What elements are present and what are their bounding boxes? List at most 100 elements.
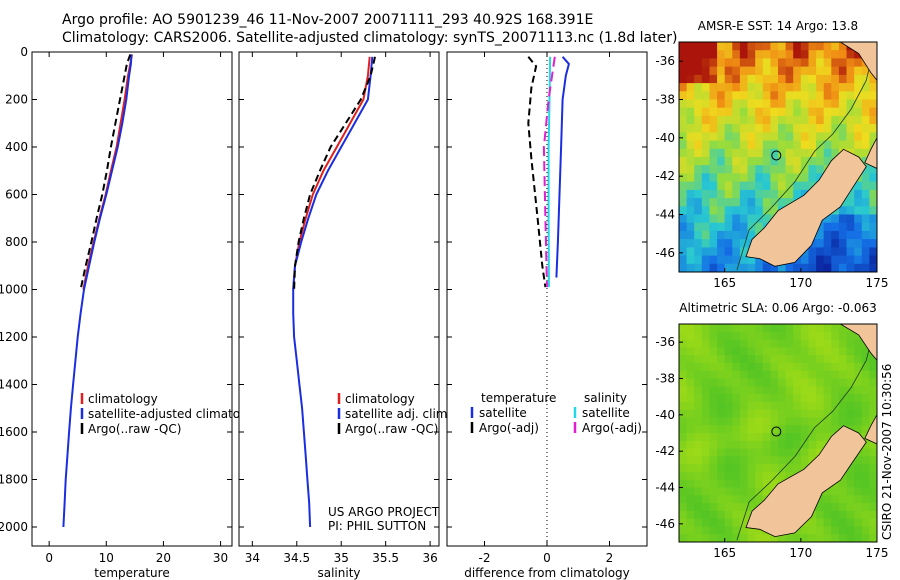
sst-map-cell (709, 173, 718, 183)
sst-map-cell (762, 140, 771, 150)
sst-map-cell (823, 247, 832, 257)
sst-map-cell (717, 107, 726, 117)
sla-map-cell (861, 518, 870, 527)
sla-map-cell (709, 448, 718, 457)
sla-map-cell (694, 526, 703, 535)
sla-map-cell (694, 464, 703, 473)
sst-map-cell (770, 132, 779, 142)
sst-map-cell (686, 148, 695, 158)
sla-map-cell (831, 331, 840, 341)
sla-map-cell (838, 503, 848, 512)
sst-map-cell (846, 198, 855, 207)
sla-map-cell (823, 370, 832, 380)
sla-map-cell (846, 370, 855, 380)
sst-map-cell (724, 255, 733, 265)
sla-map-cell (785, 331, 794, 341)
sst-map-cell (755, 42, 764, 51)
sla-map-cell (717, 386, 726, 395)
sla-map-cell (800, 433, 809, 442)
sst-map-cell (694, 206, 703, 216)
sst-map-cell (846, 107, 855, 117)
sla-map-cell (739, 456, 749, 465)
sla-map-cell (846, 394, 855, 403)
sst-map-cell (869, 206, 877, 216)
sst-map-cell (793, 132, 802, 142)
sla-map-cell (823, 347, 832, 356)
sla-map-cell (785, 448, 794, 457)
sst-map-cell (739, 115, 749, 125)
sla-map-cell (732, 440, 741, 450)
sla-map-cell (701, 471, 710, 481)
sla-map-cell (808, 417, 817, 426)
sst-map-cell (717, 222, 726, 232)
sst-map-cell (724, 66, 733, 76)
sla-map-cell (732, 339, 741, 348)
depth-tick-label: 2000 (0, 520, 28, 534)
sst-map-cell (854, 107, 863, 117)
sst-map-cell (808, 42, 817, 51)
sla-map-cell (762, 417, 771, 426)
sst-map-cell (846, 83, 855, 92)
temperature-legend-entry: Argo(..raw -QC) (88, 422, 181, 436)
sla-map-cell (808, 433, 817, 442)
sst-map-cell (724, 165, 733, 174)
sst-map-cell (732, 115, 741, 125)
sst-map-cell (717, 140, 726, 150)
sst-map-lon-label: 170 (789, 276, 812, 290)
sst-map-cell (724, 263, 733, 272)
sst-map-cell (755, 189, 764, 199)
sst-map-cell (869, 91, 877, 101)
sst-map-cell (854, 230, 863, 240)
salinity-xlabel: salinity (317, 566, 360, 580)
sst-map-cell (816, 255, 825, 265)
sst-map-cell (747, 255, 756, 265)
sla-map-cell (747, 464, 756, 473)
salinity-xtick-label: 35.5 (372, 551, 399, 565)
sla-map-cell (762, 355, 771, 364)
sla-map-cell (724, 401, 733, 411)
sst-map-cell (785, 148, 794, 158)
sst-map-title: AMSR-E SST: 14 Argo: 13.8 (698, 19, 858, 33)
sla-map-cell (747, 324, 756, 333)
sst-map-cell (701, 91, 710, 101)
sst-map-cell (823, 230, 832, 240)
depth-tick-label: 1200 (0, 330, 28, 344)
sst-map-cell (686, 173, 695, 183)
sst-map-cell (709, 74, 718, 84)
sla-map-cell (778, 401, 787, 411)
sla-map-cell (793, 331, 802, 341)
sst-map-cell (747, 157, 756, 166)
sst-map-cell (823, 148, 832, 158)
sst-map-cell (861, 263, 870, 272)
sla-map-cell (854, 394, 863, 403)
sla-map-cell (816, 503, 825, 512)
sst-map-cell (800, 157, 809, 166)
sla-map-cell (717, 534, 726, 542)
sst-map-cell (755, 132, 764, 142)
sla-map-cell (793, 464, 802, 473)
sla-map-cell (717, 448, 726, 457)
sla-map-cell (686, 339, 695, 348)
sla-map-cell (823, 534, 832, 542)
sla-map-cell (717, 503, 726, 512)
sla-map-cell (679, 471, 688, 481)
sla-map-cell (755, 526, 764, 535)
series-line-salinity-satellite (547, 56, 552, 288)
sla-map-cell (709, 370, 718, 380)
sst-map-cell (755, 50, 764, 59)
sst-map-cell (831, 214, 840, 224)
sla-map-cell (686, 440, 695, 450)
sla-map-cell (869, 503, 877, 512)
sst-map-cell (838, 247, 848, 257)
sla-map-cell (724, 456, 733, 465)
temperature-axes-box (31, 51, 233, 547)
sla-map-cell (732, 425, 741, 434)
sst-map-cell (770, 115, 779, 125)
sst-map-cell (861, 222, 870, 232)
sst-map-cell (854, 263, 863, 272)
sst-map-cell (838, 107, 848, 117)
sst-map-cell (762, 66, 771, 76)
sst-map-cell (846, 255, 855, 265)
sst-map-cell (854, 66, 863, 76)
